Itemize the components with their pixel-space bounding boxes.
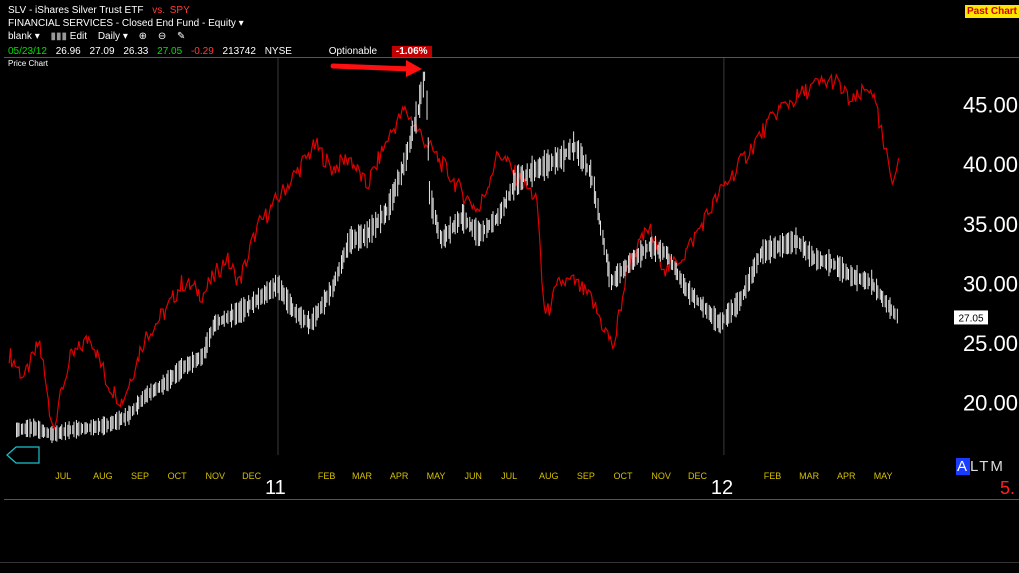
x-month-label: OCT — [613, 471, 633, 481]
pencil-icon: ✎ — [176, 31, 186, 42]
security-name: - iShares Silver Trust ETF — [28, 5, 144, 16]
x-month-label: DEC — [688, 471, 708, 481]
x-month-label: NOV — [205, 471, 225, 481]
x-month-label: MAR — [352, 471, 373, 481]
symbol-label[interactable]: SLV — [8, 5, 27, 16]
sector-label: FINANCIAL SERVICES - Closed End Fund - E… — [8, 18, 236, 29]
annotation-arrow — [330, 63, 415, 72]
range-button-m[interactable]: M — [990, 458, 1005, 475]
optionable-label: Optionable — [328, 46, 378, 57]
y-tick-label: 45.00 — [963, 93, 1018, 118]
x-month-label: OCT — [168, 471, 188, 481]
x-month-label: DEC — [242, 471, 262, 481]
chevron-down-icon: ▾ — [122, 31, 128, 42]
compare-symbol[interactable]: SPY — [169, 5, 190, 16]
y-tick-label: 35.00 — [963, 212, 1018, 237]
chart-header: SLV - iShares Silver Trust ETF vs. SPY F… — [0, 0, 1019, 58]
bar-chart-icon: ▮▮▮ — [50, 31, 68, 42]
series-bars-slv — [16, 71, 898, 444]
zoom-out-button[interactable]: ⊖ — [158, 31, 166, 42]
x-month-label: SEP — [131, 471, 149, 481]
price-chart-frame — [4, 57, 1019, 500]
x-month-label: AUG — [93, 471, 113, 481]
x-month-label: JUL — [501, 471, 517, 481]
title-row: SLV - iShares Silver Trust ETF vs. SPY — [8, 5, 190, 16]
y-tick-label: 40.00 — [963, 152, 1018, 177]
scroll-handle — [6, 446, 40, 464]
x-month-label: AUG — [539, 471, 559, 481]
quote-high: 27.09 — [89, 46, 115, 57]
y-tick-label: 25.00 — [963, 331, 1018, 356]
quote-low: 26.33 — [123, 46, 149, 57]
annotation-arrow-head — [406, 60, 422, 77]
toolbar: blank ▾ ▮▮▮ Edit Daily ▾ ⊕ ⊖ ✎ — [8, 31, 193, 42]
x-month-label: NOV — [651, 471, 671, 481]
quote-change: -0.29 — [190, 46, 214, 57]
x-month-label: MAY — [427, 471, 446, 481]
x-month-label: JUN — [464, 471, 482, 481]
x-month-label: APR — [390, 471, 409, 481]
range-selector: ALTM — [956, 458, 1005, 475]
chevron-down-icon: ▾ — [238, 18, 244, 29]
x-month-label: FEB — [764, 471, 782, 481]
last-price-label: 27.05 — [958, 313, 983, 324]
sector-row[interactable]: FINANCIAL SERVICES - Closed End Fund - E… — [8, 18, 244, 29]
quote-close: 27.05 — [157, 46, 183, 57]
series-line-spy — [8, 73, 900, 431]
range-button-a[interactable]: A — [956, 458, 971, 475]
last-price-box — [954, 310, 988, 325]
edit-button[interactable]: ▮▮▮ Edit — [50, 31, 88, 42]
chevron-down-icon: ▾ — [34, 31, 40, 42]
zoom-in-button[interactable]: ⊕ — [139, 31, 147, 42]
quote-date: 05/23/12 — [8, 46, 47, 57]
x-month-label: FEB — [318, 471, 336, 481]
x-year-label: 12 — [711, 477, 733, 499]
vs-label: vs. — [152, 5, 165, 16]
x-month-label: MAR — [799, 471, 820, 481]
x-month-label: MAY — [874, 471, 893, 481]
past-chart-button[interactable]: Past Chart — [964, 5, 1019, 18]
pct-change-badge: -1.06% — [391, 46, 432, 57]
x-month-label: APR — [837, 471, 856, 481]
y-tick-label: 20.00 — [963, 390, 1018, 415]
zoom-in-icon: ⊕ — [138, 31, 148, 42]
range-button-t[interactable]: T — [979, 458, 991, 475]
draw-tool-button[interactable]: ✎ — [177, 31, 185, 42]
layout-dropdown[interactable]: blank ▾ — [8, 31, 40, 42]
range-button-l[interactable]: L — [970, 458, 980, 475]
period-dropdown[interactable]: Daily ▾ — [97, 31, 128, 42]
panel-label: Price Chart — [8, 59, 49, 68]
quote-open: 26.96 — [55, 46, 81, 57]
quote-volume: 213742 — [222, 46, 256, 57]
quote-row: 05/23/12 26.96 27.09 26.33 27.05 -0.29 2… — [8, 46, 432, 57]
y-tick-label: 30.00 — [963, 271, 1018, 296]
x-month-label: JUL — [55, 471, 71, 481]
x-year-label: 11 — [265, 477, 286, 499]
red-indicator: 5. — [1000, 478, 1016, 498]
divider — [0, 562, 1019, 563]
quote-exchange: NYSE — [264, 46, 292, 57]
x-month-label: SEP — [577, 471, 595, 481]
zoom-out-icon: ⊖ — [157, 31, 167, 42]
